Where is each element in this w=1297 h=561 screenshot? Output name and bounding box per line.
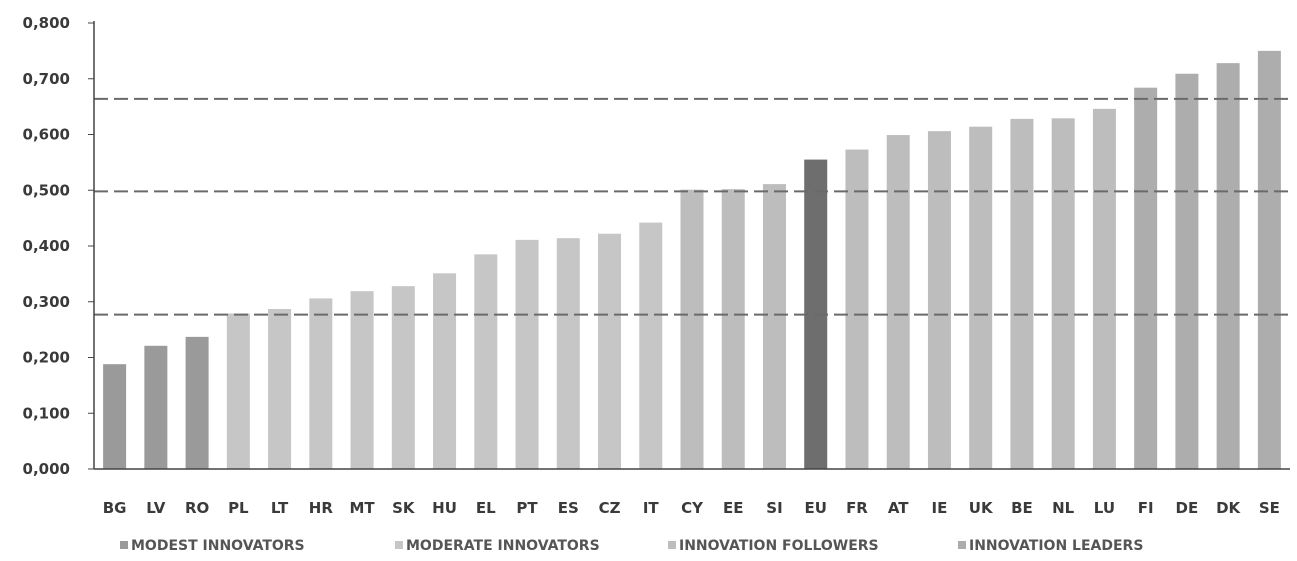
y-tick-label: 0,100 bbox=[23, 404, 70, 422]
x-tick-label: DE bbox=[1176, 499, 1199, 517]
bar-se bbox=[1257, 50, 1281, 469]
x-tick-label: IT bbox=[643, 499, 660, 517]
y-tick-label: 0,800 bbox=[23, 14, 70, 32]
x-tick-label: SI bbox=[766, 499, 782, 517]
bars bbox=[103, 50, 1281, 470]
bar-fi bbox=[1134, 87, 1158, 470]
legend-swatch-followers bbox=[668, 541, 676, 549]
x-tick-label: LU bbox=[1094, 499, 1115, 517]
bar-lv bbox=[144, 345, 168, 469]
x-tick-label: DK bbox=[1216, 499, 1241, 517]
x-tick-label: EE bbox=[723, 499, 744, 517]
x-tick-label: PT bbox=[516, 499, 538, 517]
axes bbox=[93, 21, 1290, 470]
bar-at bbox=[886, 135, 910, 469]
x-tick-label: EL bbox=[476, 499, 496, 517]
y-tick-label: 0,000 bbox=[23, 460, 70, 478]
bar-cz bbox=[598, 233, 622, 469]
legend-label-leaders: INNOVATION LEADERS bbox=[969, 538, 1143, 554]
x-tick-label: AT bbox=[888, 499, 909, 517]
bar-pl bbox=[226, 313, 250, 469]
y-tick-label: 0,300 bbox=[23, 293, 70, 311]
legend-swatch-leaders bbox=[958, 541, 966, 549]
bar-lu bbox=[1092, 108, 1116, 469]
x-tick-label: FR bbox=[846, 499, 868, 517]
x-tick-label: PL bbox=[228, 499, 249, 517]
bar-nl bbox=[1051, 118, 1075, 470]
x-tick-label: FI bbox=[1138, 499, 1154, 517]
bar-be bbox=[1010, 118, 1034, 469]
bar-ro bbox=[185, 336, 209, 469]
x-tick-label: ES bbox=[558, 499, 579, 517]
bar-it bbox=[639, 222, 663, 469]
legend-label-moderate: MODERATE INNOVATORS bbox=[406, 538, 600, 554]
bar-es bbox=[556, 238, 580, 469]
x-tick-label: CZ bbox=[599, 499, 621, 517]
x-tick-label: CY bbox=[681, 499, 704, 517]
legend-swatch-moderate bbox=[395, 541, 403, 549]
y-axis-ticks: 0,000 0,100 0,200 0,300 0,400 0,500 0,600 0,700… bbox=[23, 14, 94, 478]
bar-uk bbox=[969, 126, 993, 469]
bar-el bbox=[474, 254, 498, 469]
bar-dk bbox=[1216, 63, 1240, 469]
legend-label-followers: INNOVATION FOLLOWERS bbox=[679, 538, 879, 554]
bar-hu bbox=[433, 273, 457, 469]
x-tick-label: LT bbox=[271, 499, 289, 517]
legend-label-modest: MODEST INNOVATORS bbox=[131, 538, 305, 554]
x-tick-label: HR bbox=[309, 499, 334, 517]
bar-pt bbox=[515, 239, 539, 469]
y-tick-label: 0,200 bbox=[23, 349, 70, 367]
bar-hr bbox=[309, 298, 333, 469]
bar-fr bbox=[845, 149, 869, 470]
x-axis-ticks: BG LV RO PL LT HR MT SK HU EL PT ES CZ IT CY EE SI EU FR AT… bbox=[103, 499, 1280, 517]
legend-swatch-modest bbox=[120, 541, 128, 549]
bar-cy bbox=[680, 189, 704, 469]
bar-lt bbox=[268, 308, 292, 469]
bar-ie bbox=[927, 131, 951, 469]
y-tick-label: 0,600 bbox=[23, 126, 70, 144]
x-tick-label: HU bbox=[432, 499, 457, 517]
bar-mt bbox=[350, 291, 374, 469]
bar-de bbox=[1175, 73, 1199, 470]
bar-ee bbox=[721, 189, 745, 469]
bar-si bbox=[762, 184, 786, 469]
x-tick-label: LV bbox=[146, 499, 165, 517]
x-tick-label: MT bbox=[349, 499, 375, 517]
y-tick-label: 0,400 bbox=[23, 237, 70, 255]
x-tick-label: RO bbox=[185, 499, 209, 517]
bar-sk bbox=[391, 286, 415, 469]
x-tick-label: EU bbox=[805, 499, 827, 517]
y-tick-label: 0,700 bbox=[23, 70, 70, 88]
x-tick-label: BG bbox=[103, 499, 127, 517]
x-tick-label: SE bbox=[1259, 499, 1280, 517]
legend: MODEST INNOVATORS MODERATE INNOVATORS INNO… bbox=[120, 538, 1143, 554]
x-tick-label: BE bbox=[1011, 499, 1033, 517]
x-tick-label: NL bbox=[1052, 499, 1075, 517]
x-tick-label: IE bbox=[932, 499, 948, 517]
x-tick-label: UK bbox=[969, 499, 994, 517]
bar-bg bbox=[103, 364, 127, 469]
x-tick-label: SK bbox=[392, 499, 416, 517]
y-tick-label: 0,500 bbox=[23, 181, 70, 199]
